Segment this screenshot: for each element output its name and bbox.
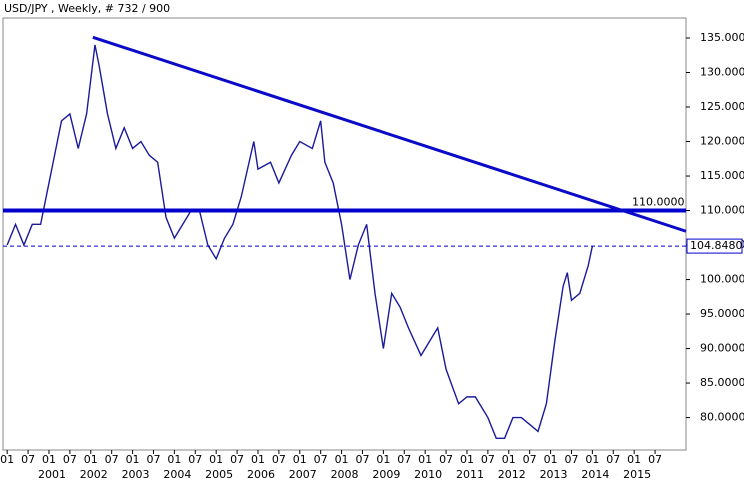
x-tick-label: 07 [355,453,369,466]
y-tick-label: 90.0000 [700,342,744,355]
trend-line [92,35,687,233]
x-tick-label: 07 [564,453,578,466]
year-label: 2008 [331,468,359,481]
year-label: 2007 [289,468,317,481]
x-tick-label: 07 [481,453,495,466]
y-tick-label: 80.0000 [700,411,744,424]
x-tick-label: 01 [126,453,140,466]
price-line [6,44,594,439]
x-tick-label: 07 [397,453,411,466]
year-label: 2004 [163,468,191,481]
x-tick-label: 01 [84,453,98,466]
line-label: 110.0000 [632,196,685,209]
x-tick-label: 01 [627,453,641,466]
price-label: 104.8480 [690,239,743,252]
y-tick-label: 135.0000 [700,31,744,44]
x-tick-label: 07 [21,453,35,466]
x-tick-label: 01 [544,453,558,466]
y-tick-label: 100.0000 [700,273,744,286]
y-tick-label: 120.0000 [700,135,744,148]
year-label: 2014 [581,468,609,481]
year-label: 2005 [205,468,233,481]
chart-title: USD/JPY , Weekly, # 732 / 900 [4,2,170,15]
year-label: 2006 [247,468,275,481]
y-tick-label: 110.0000 [700,204,744,217]
year-label: 2012 [498,468,526,481]
x-tick-label: 07 [63,453,77,466]
x-tick-label: 01 [293,453,307,466]
year-label: 2010 [414,468,442,481]
y-tick-label: 125.0000 [700,100,744,113]
y-tick-label: 85.0000 [700,376,744,389]
x-tick-label: 07 [523,453,537,466]
y-tick-label: 115.0000 [700,169,744,182]
year-label: 2013 [540,468,568,481]
x-tick-label: 01 [502,453,516,466]
x-tick-label: 07 [105,453,119,466]
year-label: 2011 [456,468,484,481]
year-label: 2009 [372,468,400,481]
x-tick-label: 01 [42,453,56,466]
price-label-box [686,238,743,254]
plot-frame [2,17,687,451]
year-label: 2015 [623,468,651,481]
x-tick-label: 01 [167,453,181,466]
x-tick-label: 01 [460,453,474,466]
year-label: 2002 [80,468,108,481]
x-tick-label: 01 [335,453,349,466]
x-tick-label: 01 [209,453,223,466]
x-tick-label: 01 [418,453,432,466]
y-tick-label: 95.0000 [700,307,744,320]
y-tick-label: 130.0000 [700,66,744,79]
x-tick-label: 01 [0,453,14,466]
x-tick-label: 01 [251,453,265,466]
x-tick-label: 07 [439,453,453,466]
x-tick-label: 07 [314,453,328,466]
x-tick-label: 01 [585,453,599,466]
x-tick-label: 07 [648,453,662,466]
x-tick-label: 07 [606,453,620,466]
x-tick-label: 07 [188,453,202,466]
x-tick-label: 01 [376,453,390,466]
year-label: 2001 [38,468,66,481]
year-label: 2003 [122,468,150,481]
x-tick-label: 07 [272,453,286,466]
x-tick-label: 07 [230,453,244,466]
x-tick-label: 07 [146,453,160,466]
